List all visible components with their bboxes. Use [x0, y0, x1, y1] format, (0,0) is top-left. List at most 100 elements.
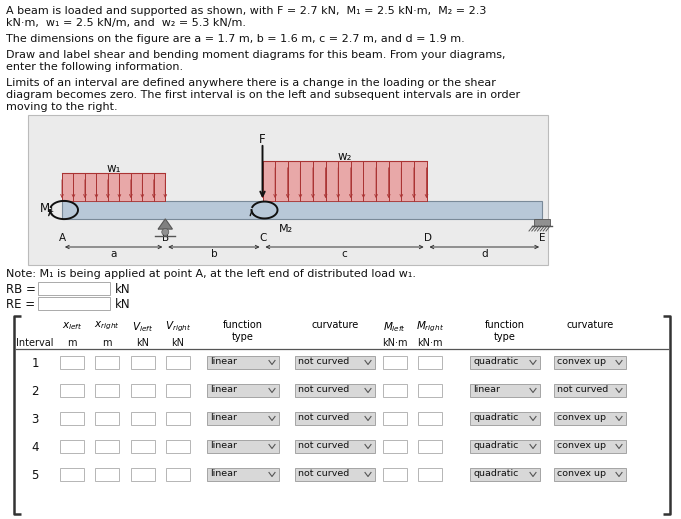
- Bar: [166, 468, 190, 481]
- Text: Interval: Interval: [16, 338, 54, 348]
- Bar: [383, 384, 407, 397]
- Bar: [554, 440, 626, 453]
- Bar: [131, 356, 155, 369]
- Text: not curved: not curved: [298, 469, 349, 478]
- Text: w₁: w₁: [106, 162, 121, 175]
- Text: b: b: [210, 249, 217, 259]
- Text: M₁: M₁: [40, 202, 55, 215]
- Text: enter the following information.: enter the following information.: [6, 62, 183, 72]
- Bar: [470, 384, 540, 397]
- Text: convex up: convex up: [557, 413, 606, 422]
- Bar: [38, 297, 110, 310]
- Text: d: d: [481, 249, 488, 259]
- Text: D: D: [424, 233, 432, 243]
- Bar: [38, 282, 110, 295]
- Bar: [470, 412, 540, 425]
- Text: 2: 2: [31, 385, 39, 398]
- Text: diagram becomes zero. The first interval is on the left and subsequent intervals: diagram becomes zero. The first interval…: [6, 90, 520, 100]
- Text: The dimensions on the figure are a = 1.7 m, b = 1.6 m, c = 2.7 m, and d = 1.9 m.: The dimensions on the figure are a = 1.7…: [6, 34, 464, 44]
- Text: not curved: not curved: [298, 441, 349, 450]
- Bar: [383, 468, 407, 481]
- Bar: [62, 173, 165, 201]
- Bar: [62, 201, 542, 219]
- Bar: [554, 356, 626, 369]
- Text: a: a: [110, 249, 117, 259]
- Text: $M_{right}$: $M_{right}$: [416, 320, 444, 334]
- Bar: [207, 440, 279, 453]
- Bar: [295, 468, 375, 481]
- Text: convex up: convex up: [557, 469, 606, 478]
- Text: C: C: [259, 233, 267, 243]
- Bar: [295, 412, 375, 425]
- Bar: [131, 384, 155, 397]
- Bar: [60, 468, 84, 481]
- Bar: [295, 440, 375, 453]
- Bar: [295, 356, 375, 369]
- Bar: [131, 440, 155, 453]
- Bar: [95, 356, 119, 369]
- Text: M₂: M₂: [279, 224, 293, 234]
- Text: linear: linear: [210, 469, 237, 478]
- Text: kN: kN: [115, 283, 131, 296]
- Text: function
type: function type: [223, 320, 263, 343]
- Text: kN: kN: [136, 338, 150, 348]
- Bar: [131, 468, 155, 481]
- Text: linear: linear: [210, 357, 237, 366]
- Bar: [60, 412, 84, 425]
- Text: RB =: RB =: [6, 283, 36, 296]
- Text: Note: M₁ is being applied at point A, at the left end of distributed load w₁.: Note: M₁ is being applied at point A, at…: [6, 269, 416, 279]
- Text: F: F: [259, 133, 266, 146]
- Text: m: m: [102, 338, 112, 348]
- Text: 5: 5: [31, 469, 39, 482]
- Bar: [131, 412, 155, 425]
- Circle shape: [162, 228, 169, 236]
- Text: not curved: not curved: [298, 385, 349, 394]
- Bar: [418, 440, 442, 453]
- Bar: [262, 161, 426, 201]
- Bar: [166, 412, 190, 425]
- Text: linear: linear: [473, 385, 500, 394]
- Bar: [28, 115, 548, 265]
- Text: $x_{left}$: $x_{left}$: [62, 320, 82, 332]
- Text: convex up: convex up: [557, 441, 606, 450]
- Bar: [166, 440, 190, 453]
- Bar: [383, 356, 407, 369]
- Text: curvature: curvature: [311, 320, 359, 330]
- Text: curvature: curvature: [567, 320, 614, 330]
- Text: Limits of an interval are defined anywhere there is a change in the loading or t: Limits of an interval are defined anywhe…: [6, 78, 496, 88]
- Bar: [207, 384, 279, 397]
- Bar: [166, 384, 190, 397]
- Text: A beam is loaded and supported as shown, with F = 2.7 kN,  M₁ = 2.5 kN·m,  M₂ = : A beam is loaded and supported as shown,…: [6, 6, 486, 16]
- Text: kN·m,  w₁ = 2.5 kN/m, and  w₂ = 5.3 kN/m.: kN·m, w₁ = 2.5 kN/m, and w₂ = 5.3 kN/m.: [6, 18, 246, 28]
- Text: linear: linear: [210, 441, 237, 450]
- Text: 4: 4: [31, 441, 39, 454]
- Bar: [207, 356, 279, 369]
- Bar: [470, 356, 540, 369]
- Text: linear: linear: [210, 413, 237, 422]
- Bar: [383, 412, 407, 425]
- Text: not curved: not curved: [557, 385, 608, 394]
- Text: Draw and label shear and bending moment diagrams for this beam. From your diagra: Draw and label shear and bending moment …: [6, 50, 505, 60]
- Text: $x_{right}$: $x_{right}$: [94, 320, 120, 332]
- Text: not curved: not curved: [298, 413, 349, 422]
- Text: function
type: function type: [485, 320, 525, 343]
- Bar: [383, 440, 407, 453]
- Bar: [554, 468, 626, 481]
- Text: not curved: not curved: [298, 357, 349, 366]
- Text: quadratic: quadratic: [473, 441, 518, 450]
- Text: moving to the right.: moving to the right.: [6, 102, 118, 112]
- Text: 3: 3: [31, 413, 39, 426]
- Bar: [554, 384, 626, 397]
- Text: kN·m: kN·m: [417, 338, 443, 348]
- Text: kN·m: kN·m: [382, 338, 408, 348]
- Text: quadratic: quadratic: [473, 413, 518, 422]
- Text: $V_{right}$: $V_{right}$: [165, 320, 191, 334]
- Text: $V_{left}$: $V_{left}$: [132, 320, 154, 334]
- Bar: [418, 384, 442, 397]
- Bar: [95, 384, 119, 397]
- Bar: [554, 412, 626, 425]
- Bar: [470, 468, 540, 481]
- Bar: [470, 440, 540, 453]
- Bar: [418, 356, 442, 369]
- Text: kN: kN: [115, 298, 131, 311]
